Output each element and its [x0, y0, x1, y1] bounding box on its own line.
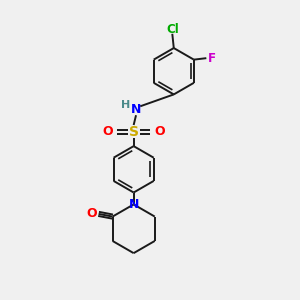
Text: Cl: Cl — [166, 23, 179, 36]
Text: O: O — [102, 125, 113, 138]
Text: H: H — [121, 100, 130, 110]
Text: N: N — [131, 103, 141, 116]
Text: S: S — [129, 124, 139, 139]
Text: N: N — [128, 198, 139, 211]
Text: F: F — [208, 52, 216, 65]
Text: O: O — [86, 206, 97, 220]
Text: O: O — [154, 125, 165, 138]
